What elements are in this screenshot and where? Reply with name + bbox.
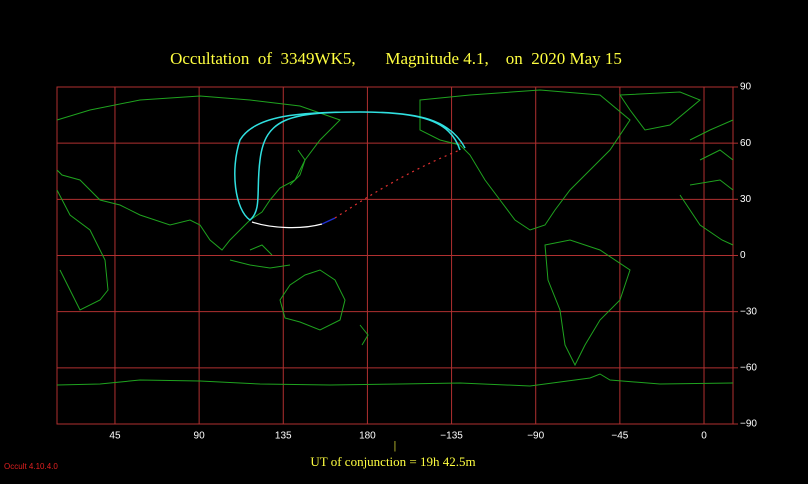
europe-coast — [689, 119, 734, 161]
x-tick-label: 90 — [194, 431, 206, 442]
north-america-coast — [419, 89, 631, 231]
y-tick-label: 30 — [740, 194, 752, 205]
south-america-coast — [544, 239, 631, 367]
conjunction-marker: | — [394, 438, 396, 452]
day-track — [251, 221, 323, 229]
x-tick-label: −135 — [440, 431, 463, 442]
x-tick-label: 180 — [359, 431, 376, 442]
y-tick-label: 0 — [740, 250, 746, 261]
africa-coast — [56, 179, 734, 311]
grid — [57, 86, 738, 425]
map-title: Occultation of 3349WK5, Magnitude 4.1, o… — [170, 49, 622, 68]
occultation-path — [234, 111, 466, 229]
version-label: Occult 4.10.4.0 — [4, 462, 58, 471]
antarctica-coast — [56, 373, 734, 387]
y-tick-label: −90 — [740, 419, 757, 430]
new-zealand-coast — [359, 324, 369, 346]
x-tick-label: −90 — [527, 431, 544, 442]
y-tick-label: −30 — [740, 306, 757, 317]
x-tick-label: 45 — [109, 431, 121, 442]
conjunction-label: UT of conjunction = 19h 42.5m — [310, 454, 475, 469]
x-tick-label: 135 — [275, 431, 292, 442]
indonesia-coast — [229, 244, 291, 269]
greenland-coast — [619, 91, 701, 131]
shadow-track — [234, 111, 466, 221]
australia-coast — [279, 269, 346, 331]
japan-coast — [289, 149, 306, 186]
x-tick-label: 0 — [701, 431, 707, 442]
twilight-track — [321, 217, 336, 225]
x-tick-label: −45 — [611, 431, 628, 442]
y-tick-label: −60 — [740, 362, 757, 373]
y-tick-label: 60 — [740, 138, 752, 149]
night-track — [334, 149, 461, 219]
y-tick-label: 90 — [740, 82, 752, 93]
